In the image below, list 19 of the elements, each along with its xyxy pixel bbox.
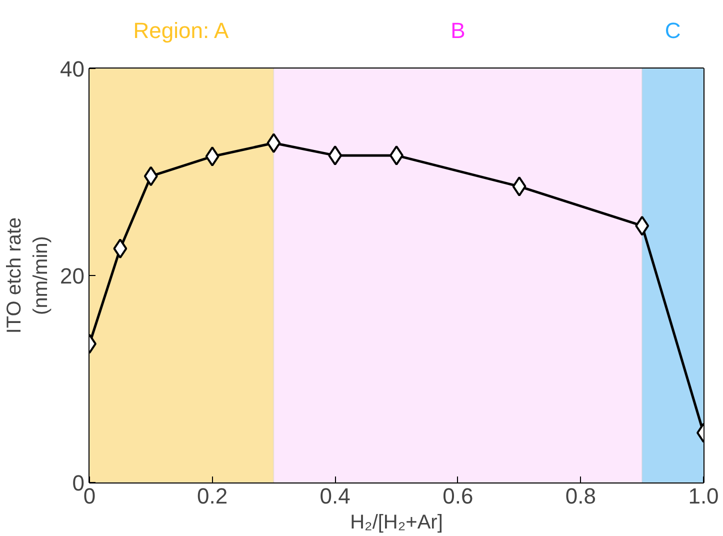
x-tick-label: 0.6 [442,484,474,508]
x-tick-label: 1.0 [688,484,719,508]
x-tick-label: 0.8 [565,484,596,508]
x-tick-label: 0.2 [197,484,228,508]
point [113,238,128,259]
y-tick-label: 20 [60,264,85,288]
y-axis-title: ITO etch rate (nm/min) [4,217,52,334]
x-axis-title: H₂/[H₂+Ar] [350,512,443,534]
point [512,176,526,196]
point [328,145,342,166]
band-label: C [664,18,681,43]
point [144,166,158,186]
point [205,146,220,166]
band-label: Region: A [133,18,230,43]
point [635,216,650,236]
x-tick-label: 0.4 [320,484,350,508]
y-tick-label: 40 [60,56,85,82]
band-label: B [450,18,466,43]
point [266,133,281,154]
